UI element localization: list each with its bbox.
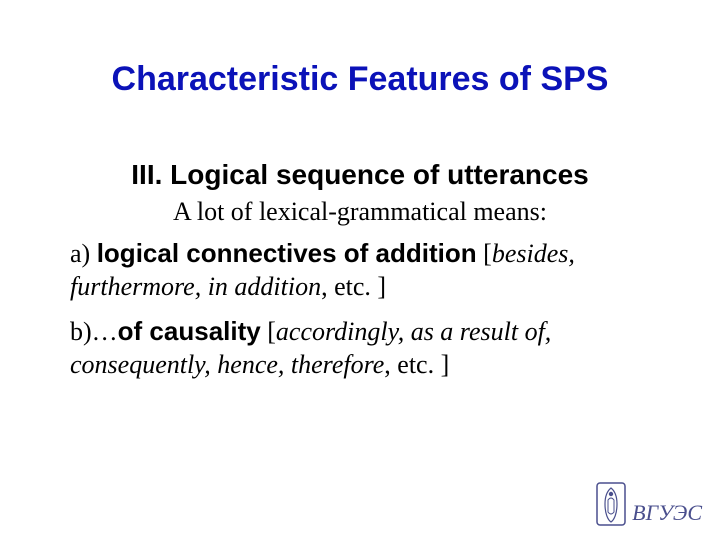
lead-text: A lot of lexical-grammatical means: xyxy=(70,197,650,227)
logo: ВГУЭС xyxy=(596,482,702,526)
logo-emblem-icon xyxy=(596,482,626,526)
list-item: b)…of causality [accordingly, as a resul… xyxy=(70,315,650,381)
section-heading: III. Logical sequence of utterances xyxy=(70,159,650,191)
item-bold: of causality xyxy=(118,316,261,346)
item-tail: , etc. ] xyxy=(384,350,449,379)
item-marker: b)… xyxy=(70,317,118,346)
list-item: a) logical connectives of addition [besi… xyxy=(70,237,650,303)
item-after-bold: [ xyxy=(477,239,492,268)
slide-title: Characteristic Features of SPS xyxy=(70,60,650,99)
slide-body: III. Logical sequence of utterances A lo… xyxy=(70,159,650,381)
item-bold: logical connectives of addition xyxy=(97,238,477,268)
logo-text: ВГУЭС xyxy=(632,500,702,526)
item-after-bold: [ xyxy=(261,317,276,346)
item-marker: a) xyxy=(70,239,97,268)
item-tail: , etc. ] xyxy=(321,272,386,301)
slide: Characteristic Features of SPS III. Logi… xyxy=(0,0,720,540)
